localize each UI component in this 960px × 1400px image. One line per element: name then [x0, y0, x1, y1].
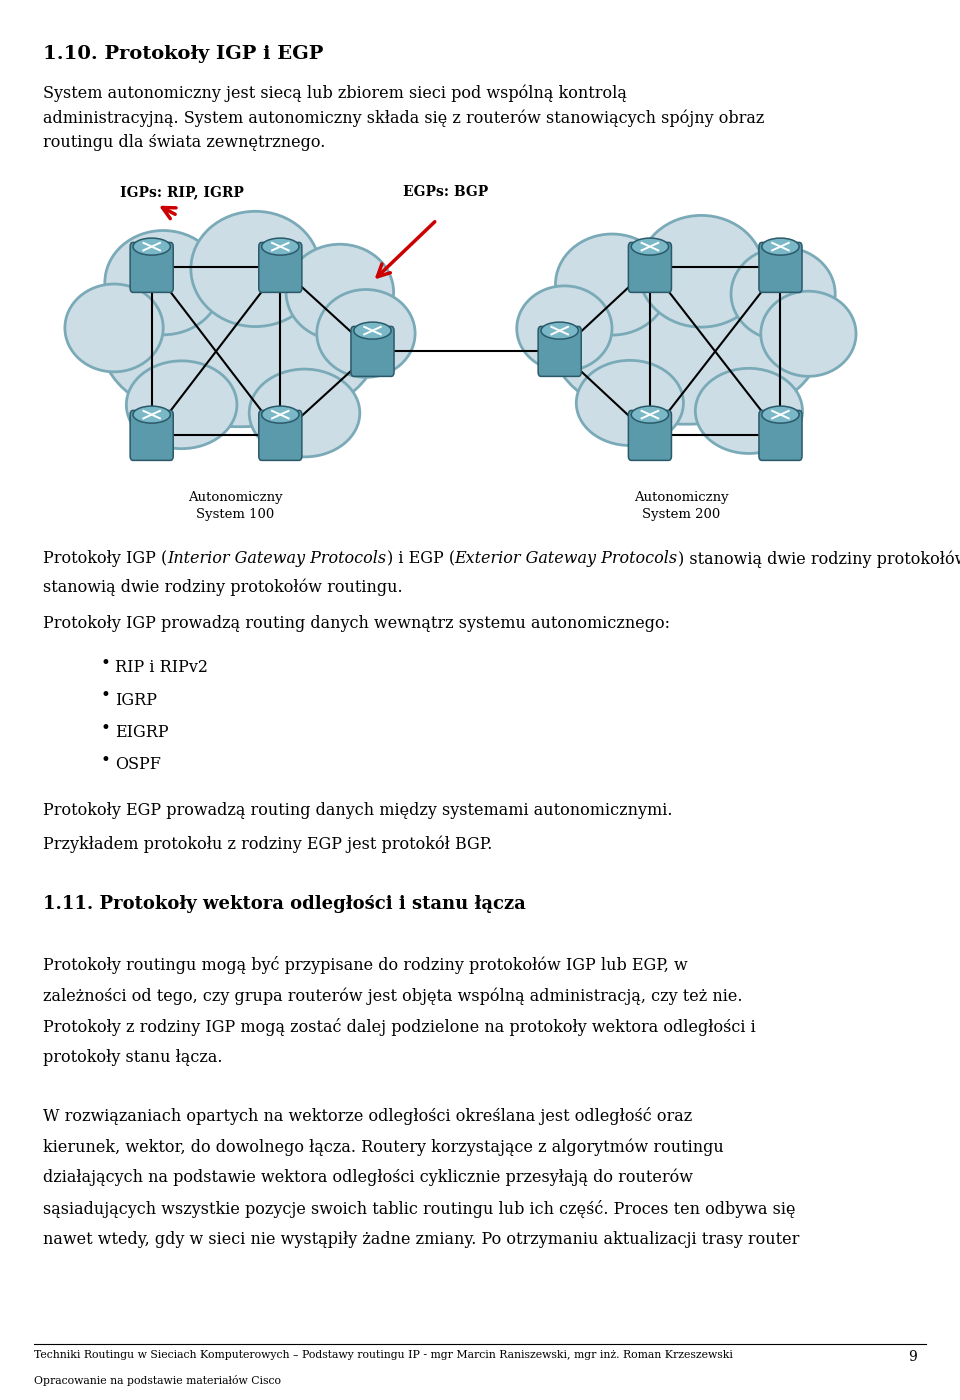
Text: ) i EGP (: ) i EGP (: [387, 550, 455, 567]
Text: działających na podstawie wektora odległości cyklicznie przesyłają do routerów: działających na podstawie wektora odległ…: [43, 1169, 693, 1187]
Text: •: •: [101, 752, 110, 769]
Ellipse shape: [127, 361, 237, 448]
Ellipse shape: [317, 290, 415, 378]
Text: 1.11. Protokoły wektora odległości i stanu łącza: 1.11. Protokoły wektora odległości i sta…: [43, 895, 526, 913]
Ellipse shape: [105, 231, 222, 335]
Text: 1.10. Protokoły IGP i EGP: 1.10. Protokoły IGP i EGP: [43, 45, 324, 63]
Text: protokoły stanu łącza.: protokoły stanu łącza.: [43, 1049, 223, 1065]
Text: Przykładem protokołu z rodziny EGP jest protokół BGP.: Przykładem protokołu z rodziny EGP jest …: [43, 836, 492, 854]
FancyBboxPatch shape: [629, 242, 671, 293]
Ellipse shape: [760, 291, 856, 377]
Ellipse shape: [286, 244, 394, 340]
FancyBboxPatch shape: [759, 410, 802, 461]
Ellipse shape: [632, 238, 668, 255]
Text: ) stanowią dwie rodziny protokołów routingu.: ) stanowią dwie rodziny protokołów routi…: [678, 550, 960, 568]
Ellipse shape: [553, 265, 820, 424]
Ellipse shape: [133, 238, 170, 255]
Ellipse shape: [191, 211, 320, 326]
FancyBboxPatch shape: [259, 242, 301, 293]
Ellipse shape: [556, 234, 668, 335]
Text: Techniki Routingu w Sieciach Komputerowych – Podstawy routingu IP - mgr Marcin R: Techniki Routingu w Sieciach Komputerowy…: [34, 1350, 732, 1359]
Text: nawet wtedy, gdy w sieci nie wystąpiły żadne zmiany. Po otrzymaniu aktualizacji : nawet wtedy, gdy w sieci nie wystąpiły ż…: [43, 1231, 800, 1247]
Text: •: •: [101, 720, 110, 736]
Text: Protokoły IGP prowadzą routing danych wewnątrz systemu autonomicznego:: Protokoły IGP prowadzą routing danych we…: [43, 615, 670, 631]
Ellipse shape: [133, 406, 170, 423]
Ellipse shape: [262, 238, 299, 255]
Text: Protokoły IGP (: Protokoły IGP (: [43, 550, 167, 567]
Text: Opracowanie na podstawie materiałów Cisco: Opracowanie na podstawie materiałów Cisc…: [34, 1375, 280, 1386]
Text: Protokoły EGP prowadzą routing danych między systemami autonomicznymi.: Protokoły EGP prowadzą routing danych mi…: [43, 802, 673, 819]
Ellipse shape: [250, 370, 360, 456]
Text: administracyjną. System autonomiczny składa się z routerów stanowiących spójny o: administracyjną. System autonomiczny skł…: [43, 109, 764, 127]
Ellipse shape: [762, 406, 799, 423]
Text: Interior Gateway Protocols: Interior Gateway Protocols: [167, 550, 387, 567]
Ellipse shape: [65, 284, 163, 372]
FancyBboxPatch shape: [131, 410, 173, 461]
Text: •: •: [101, 687, 110, 704]
Text: Exterior Gateway Protocols: Exterior Gateway Protocols: [455, 550, 678, 567]
Text: W rozwiązaniach opartych na wektorze odległości określana jest odległość oraz: W rozwiązaniach opartych na wektorze odl…: [43, 1107, 692, 1126]
Ellipse shape: [262, 406, 299, 423]
FancyBboxPatch shape: [629, 410, 671, 461]
Ellipse shape: [516, 286, 612, 371]
Ellipse shape: [632, 406, 668, 423]
FancyBboxPatch shape: [351, 326, 394, 377]
Text: zależności od tego, czy grupa routerów jest objęta wspólną administracją, czy te: zależności od tego, czy grupa routerów j…: [43, 987, 743, 1005]
Ellipse shape: [541, 322, 578, 339]
FancyBboxPatch shape: [759, 242, 802, 293]
FancyBboxPatch shape: [131, 242, 173, 293]
Text: Protokoły routingu mogą być przypisane do rodziny protokołów IGP lub EGP, w: Protokoły routingu mogą być przypisane d…: [43, 956, 688, 974]
Text: IGPs: RIP, IGRP: IGPs: RIP, IGRP: [120, 185, 244, 199]
Ellipse shape: [102, 262, 378, 427]
FancyBboxPatch shape: [259, 410, 301, 461]
Text: kierunek, wektor, do dowolnego łącza. Routery korzystające z algorytmów routingu: kierunek, wektor, do dowolnego łącza. Ro…: [43, 1138, 724, 1156]
Text: stanowią dwie rodziny protokołów routingu.: stanowią dwie rodziny protokołów routing…: [43, 578, 403, 596]
Text: System autonomiczny jest siecą lub zbiorem sieci pod wspólną kontrolą: System autonomiczny jest siecą lub zbior…: [43, 84, 627, 102]
Text: IGRP: IGRP: [115, 692, 157, 708]
Text: •: •: [101, 655, 110, 672]
Ellipse shape: [576, 360, 684, 445]
Text: Autonomiczny
System 100: Autonomiczny System 100: [188, 491, 282, 521]
Ellipse shape: [638, 216, 764, 328]
Text: EGPs: BGP: EGPs: BGP: [403, 185, 489, 199]
Text: routingu dla świata zewnętrznego.: routingu dla świata zewnętrznego.: [43, 134, 325, 151]
Ellipse shape: [732, 248, 835, 340]
Text: Autonomiczny
System 200: Autonomiczny System 200: [635, 491, 729, 521]
Text: OSPF: OSPF: [115, 756, 161, 773]
FancyBboxPatch shape: [539, 326, 581, 377]
Text: sąsiadujących wszystkie pozycje swoich tablic routingu lub ich część. Proces ten: sąsiadujących wszystkie pozycje swoich t…: [43, 1200, 796, 1218]
Text: Protokoły z rodziny IGP mogą zostać dalej podzielone na protokoły wektora odległ: Protokoły z rodziny IGP mogą zostać dale…: [43, 1018, 756, 1036]
Ellipse shape: [762, 238, 799, 255]
Text: EIGRP: EIGRP: [115, 724, 169, 741]
Text: RIP i RIPv2: RIP i RIPv2: [115, 659, 208, 676]
Text: 9: 9: [908, 1350, 917, 1364]
Ellipse shape: [354, 322, 391, 339]
Ellipse shape: [695, 368, 803, 454]
